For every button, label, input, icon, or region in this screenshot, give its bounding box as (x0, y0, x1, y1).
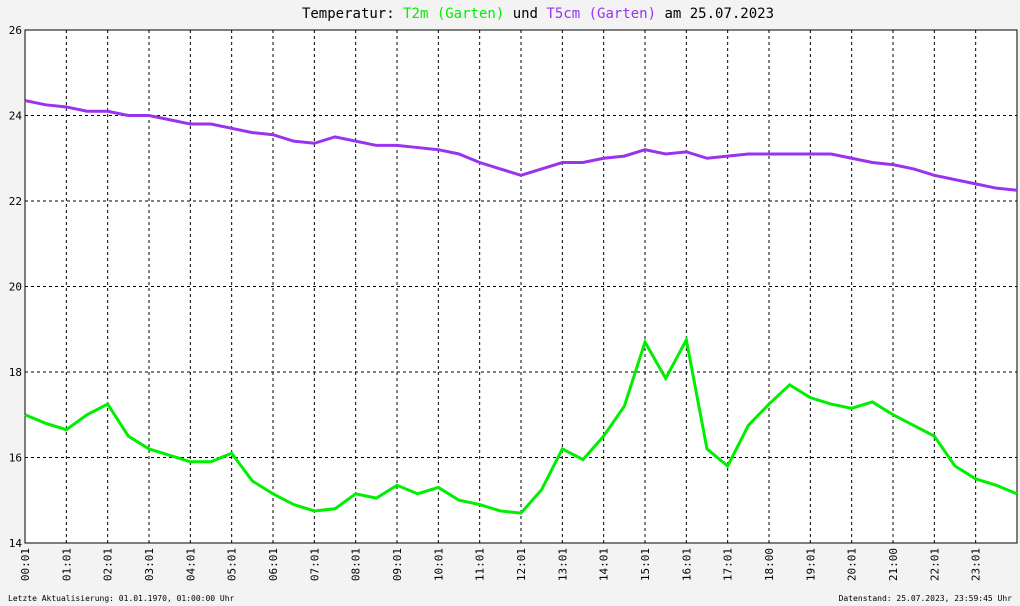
x-tick-label: 06:01 (267, 548, 280, 581)
x-tick-label: 05:01 (226, 548, 239, 581)
title-part: am 25.07.2023 (664, 6, 774, 22)
title-series: T2m (Garten) (403, 6, 504, 22)
series-line (24, 335, 1018, 515)
x-tick-label: 11:01 (474, 548, 487, 581)
footer: Letzte Aktualisierung: 01.01.1970, 01:00… (8, 594, 235, 603)
x-tick-label: 10:01 (432, 548, 445, 581)
chart-title: Temperatur: T2m (Garten) und T5cm (Garte… (302, 6, 774, 22)
plot-border (24, 29, 1018, 544)
series-line (24, 99, 1018, 192)
y-tick-label: 14 (9, 537, 23, 550)
x-tick-label: 20:01 (846, 548, 859, 581)
footer: Datenstand: 25.07.2023, 23:59:45 Uhr (839, 594, 1013, 603)
x-tick-label: 16:01 (680, 548, 693, 581)
x-tick-label: 21:00 (887, 548, 900, 581)
x-tick-label: 12:01 (515, 548, 528, 581)
x-tick-label: 07:01 (308, 548, 321, 581)
x-tick-label: 19:01 (804, 548, 817, 581)
title-part: Temperatur: (302, 6, 395, 22)
y-tick-label: 16 (9, 452, 22, 465)
y-tick-label: 26 (9, 24, 22, 37)
x-tick-label: 17:01 (722, 548, 735, 581)
y-tick-label: 20 (9, 281, 22, 294)
x-tick-label: 02:01 (102, 548, 115, 581)
y-tick-label: 24 (9, 110, 23, 123)
plot-area (24, 29, 1018, 544)
title-series: T5cm (Garten) (546, 6, 656, 22)
x-tick-label: 08:01 (350, 548, 363, 581)
x-tick-label: 14:01 (598, 548, 611, 581)
x-tick-label: 09:01 (391, 548, 404, 581)
x-tick-label: 01:01 (60, 548, 73, 581)
x-tick-label: 00:01 (19, 548, 32, 581)
x-tick-label: 22:01 (928, 548, 941, 581)
x-tick-label: 04:01 (184, 548, 197, 581)
y-tick-label: 18 (9, 366, 22, 379)
x-tick-label: 23:01 (970, 548, 983, 581)
x-tick-label: 18:00 (763, 548, 776, 581)
y-tick-label: 22 (9, 195, 22, 208)
x-tick-label: 13:01 (556, 548, 569, 581)
title-part: und (513, 6, 538, 22)
x-tick-label: 15:01 (639, 548, 652, 581)
x-tick-label: 03:01 (143, 548, 156, 581)
